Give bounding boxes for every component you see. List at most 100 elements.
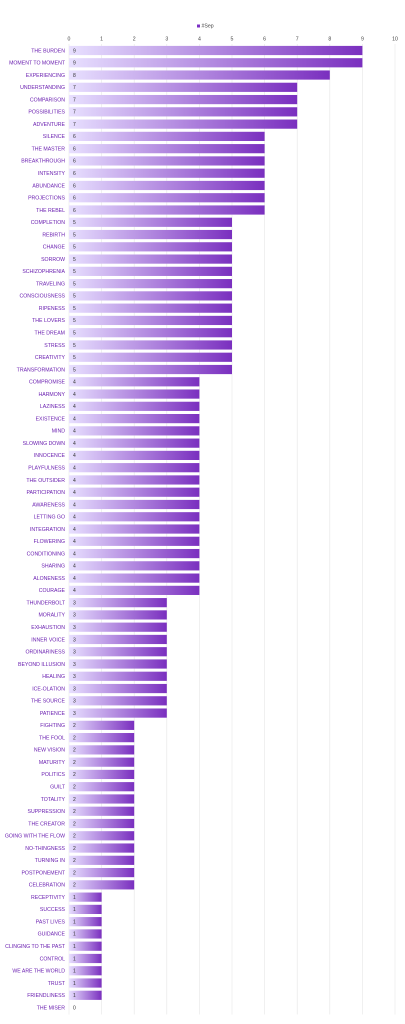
category-label: THE OUTSIDER	[26, 478, 65, 484]
bar	[69, 450, 200, 461]
bar	[69, 242, 232, 252]
bar-value-label: 4	[73, 441, 76, 447]
category-label: UNDERSTANDING	[20, 85, 65, 91]
bar	[69, 782, 135, 792]
bar	[69, 683, 167, 694]
category-label: STRESS	[44, 343, 65, 349]
category-label: EXPERIENCING	[26, 73, 65, 79]
bar-value-label: 7	[73, 122, 76, 128]
bar	[69, 696, 167, 706]
category-label: GOING WITH THE FLOW	[5, 834, 65, 840]
bar-value-label: 2	[73, 870, 76, 876]
category-label: TOTALITY	[41, 797, 66, 803]
category-label: CREATIVITY	[35, 355, 66, 361]
bar-value-label: 8	[73, 73, 76, 79]
x-tick-label: 2	[133, 37, 136, 43]
bar-value-label: 3	[73, 662, 76, 668]
bar-value-label: 6	[73, 196, 76, 202]
bar-value-label: 2	[73, 821, 76, 827]
bar-value-label: 0	[73, 1005, 76, 1011]
category-label: CHANGE	[43, 245, 66, 251]
x-tick-label: 5	[231, 37, 234, 43]
category-label: THE LOVERS	[32, 318, 65, 324]
bar	[69, 659, 167, 669]
bar-value-label: 4	[73, 478, 76, 484]
bar	[69, 291, 232, 301]
category-label: FRIENDLINESS	[27, 993, 65, 999]
bar	[69, 720, 135, 730]
bar	[69, 769, 135, 780]
bar-value-label: 4	[73, 404, 76, 410]
category-label: WE ARE THE WORLD	[12, 969, 65, 975]
category-label: FIGHTING	[40, 723, 65, 729]
bar	[69, 180, 265, 191]
bar	[69, 818, 135, 829]
bar	[69, 757, 135, 767]
bar	[69, 978, 102, 988]
bar	[69, 598, 167, 608]
bar-value-label: 5	[73, 269, 76, 275]
bar	[69, 107, 298, 117]
x-axis-ticks: 0 1 2 3 4 5 6 7 8 9 10	[68, 37, 398, 43]
bar-value-label: 5	[73, 257, 76, 263]
bar	[69, 536, 200, 546]
bar-value-label: 4	[73, 453, 76, 459]
bar-value-label: 4	[73, 416, 76, 422]
bar-value-label: 7	[73, 85, 76, 91]
bar	[69, 193, 265, 203]
category-label: MATURITY	[39, 760, 66, 766]
bar	[69, 708, 167, 718]
bar-value-label: 3	[73, 625, 76, 631]
bar-value-label: 6	[73, 146, 76, 152]
bar-value-label: 1	[73, 932, 76, 938]
bar	[69, 524, 200, 534]
bar-value-label: 3	[73, 674, 76, 680]
bar-value-label: 2	[73, 858, 76, 864]
bar-value-label: 6	[73, 159, 76, 165]
category-label: EXISTENCE	[36, 416, 66, 422]
x-tick-label: 8	[328, 37, 331, 43]
x-tick-label: 4	[198, 37, 201, 43]
bar-value-label: 3	[73, 650, 76, 656]
category-label: TRAVELING	[36, 281, 65, 287]
category-label: CONSCIOUSNESS	[19, 294, 65, 300]
category-label: INNER VOICE	[31, 637, 65, 643]
category-label: MORALITY	[38, 613, 65, 619]
bar	[69, 634, 167, 645]
bar-value-label: 4	[73, 539, 76, 545]
bar-value-label: 4	[73, 465, 76, 471]
category-label: THE REBEL	[36, 208, 65, 214]
category-label: POSTPONEMENT	[21, 870, 65, 876]
bar	[69, 205, 265, 215]
bar-value-label: 2	[73, 797, 76, 803]
category-label: TRANSFORMATION	[17, 367, 66, 373]
bar-value-label: 1	[73, 956, 76, 962]
bar-value-label: 4	[73, 588, 76, 594]
category-label: THE MISER	[37, 1005, 65, 1011]
bars: 9 9 8 7 7 7 7 6 6 6 6 6 6 6 5 5 5 5 5 5 5 5 5 5 5 5 5 4 4 4 4 4 4 4 4 4 4 4 4 4…	[69, 45, 363, 1011]
bar	[69, 266, 232, 276]
bar	[69, 144, 265, 154]
category-label: RIPENESS	[39, 306, 66, 312]
bar-value-label: 4	[73, 551, 76, 557]
bar	[69, 806, 135, 816]
bar	[69, 45, 363, 56]
bar-value-label: 6	[73, 134, 76, 140]
category-label: REBIRTH	[42, 232, 65, 238]
category-label: CLINGING TO THE PAST	[5, 944, 66, 950]
category-label: GUIDANCE	[38, 932, 66, 938]
bar	[69, 328, 232, 338]
bar-value-label: 2	[73, 772, 76, 778]
category-label: HEALING	[42, 674, 65, 680]
bar	[69, 426, 200, 436]
category-label: PAST LIVES	[36, 919, 66, 925]
x-tick-label: 9	[361, 37, 364, 43]
bar-value-label: 5	[73, 232, 76, 238]
bar	[69, 168, 265, 178]
category-label: COURAGE	[39, 588, 66, 594]
bar-value-label: 1	[73, 944, 76, 950]
bar	[69, 622, 167, 632]
bar	[69, 82, 298, 92]
category-label: MIND	[52, 429, 66, 435]
bar-value-label: 3	[73, 613, 76, 619]
